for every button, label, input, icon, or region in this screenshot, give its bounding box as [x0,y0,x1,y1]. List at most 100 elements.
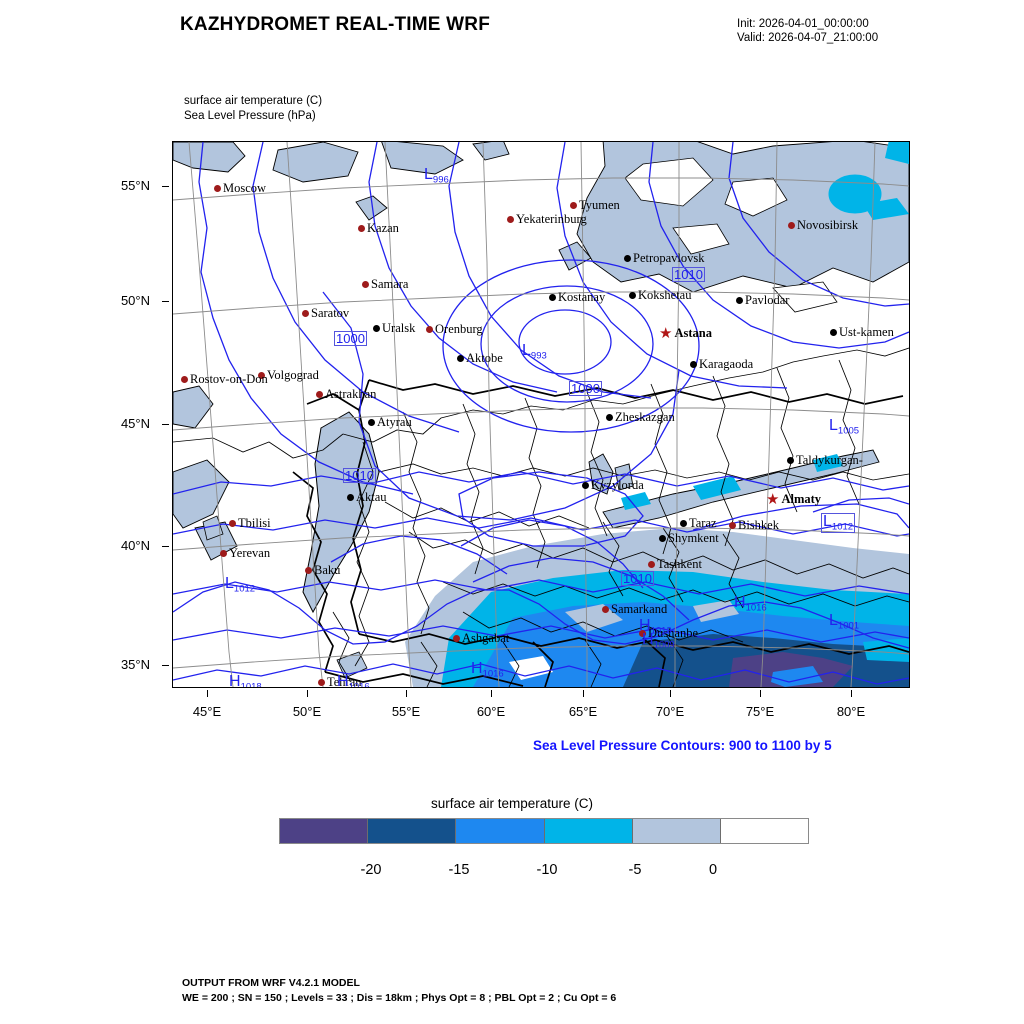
city-label: Tehran [327,675,362,688]
city-dot-icon [582,481,589,489]
city-label: Zheskazgan [615,410,675,424]
lon-tick-mark [406,690,408,697]
capital-marker: ★ Almaty [766,492,821,507]
pressure-contour-label: H1016 [337,673,370,688]
city-marker: Tashkent [648,558,702,571]
city-label: Novosibirsk [797,218,859,232]
city-dot-icon [220,549,227,557]
city-marker: Astrakhan [316,388,376,401]
lon-axis-label: 65°E [568,704,598,719]
city-dot-icon [680,519,687,527]
city-label: Samarkand [611,602,668,616]
city-label: Uralsk [382,321,416,335]
pressure-contour-label: 1010 [621,571,654,586]
pressure-contours [173,142,909,685]
city-marker: Samarkand [602,603,667,616]
city-label: Samara [371,277,409,291]
city-label: Rostov-on-Don [190,372,268,386]
city-dot-icon [787,456,794,464]
city-marker: Taldykurgan- [787,454,863,467]
city-label: Volgograd [267,368,319,382]
city-marker: Kyzylorda [582,479,644,492]
lon-axis-label: 60°E [476,704,506,719]
city-marker: Taraz [680,517,717,530]
weather-map[interactable]: Moscow Kazan Samara Saratov Yekaterinburg Tyu… [172,141,910,688]
colorbar-segment-1[interactable] [367,819,456,843]
colorbar[interactable] [279,818,809,844]
city-label: Orenburg [435,322,483,336]
lon-axis-label: 75°E [745,704,775,719]
city-dot-icon [602,605,609,613]
lat-tick-mark [162,301,169,303]
city-marker: Tyumen [570,199,620,212]
city-dot-icon [729,521,736,529]
city-label: Pavlodar [745,293,790,307]
colorbar-segment-3[interactable] [543,819,632,843]
city-label: Tbilisi [238,516,271,530]
slp-contour-caption: Sea Level Pressure Contours: 900 to 1100… [533,738,832,753]
city-marker: Ust-kamen [830,326,894,339]
city-marker: Tbilisi [229,517,271,530]
init-time-label: Init: 2026-04-01_00:00:00 [737,18,869,30]
city-dot-icon [318,678,325,686]
colorbar-title: surface air temperature (C) [430,796,594,811]
pressure-contour-label: L1012 [225,575,256,595]
pressure-contour-label: H1013 [639,617,672,637]
city-marker: Dushanbe [639,627,698,640]
city-marker: Moscow [214,182,266,195]
colorbar-tick-label: 0 [708,862,718,878]
lon-axis-label: 70°E [655,704,685,719]
city-marker: Novosibirsk [788,219,858,232]
city-marker: Orenburg [426,323,483,336]
pressure-contour-label: L996 [424,166,449,186]
city-marker: Saratov [302,307,349,320]
city-marker: Shymkent [659,532,719,545]
city-label: Kazan [367,221,399,235]
city-dot-icon [549,293,556,301]
city-label: Taldykurgan- [796,453,863,467]
city-label: Karagaoda [699,357,754,371]
city-dot-icon [457,354,464,362]
city-label: Kostanay [558,290,606,304]
colorbar-segment-5[interactable] [719,819,809,843]
footer-config-line: WE = 200 ; SN = 150 ; Levels = 33 ; Dis … [182,992,617,1004]
colorbar-tick-label: -15 [448,862,470,878]
city-label: Petropavlovsk [633,251,705,265]
city-label: Moscow [223,181,267,195]
page-title: KAZHYDROMET REAL-TIME WRF [180,14,491,35]
city-label: Yerevan [229,546,271,560]
city-marker: Yekaterinburg [507,213,587,226]
city-marker: Volgograd [258,369,319,382]
colorbar-segment-2[interactable] [455,819,544,843]
city-dot-icon [373,324,380,332]
pressure-contour-label: L993 [522,342,547,362]
lon-axis-label: 80°E [836,704,866,719]
city-label: Taraz [689,516,717,530]
city-dot-icon [229,519,236,527]
city-marker: Karagaoda [690,358,753,371]
pressure-contour-label: H1016 [734,594,767,614]
city-label: Baku [314,563,341,577]
city-marker: Yerevan [220,547,270,560]
city-dot-icon [368,418,375,426]
city-label: Aktobe [466,351,503,365]
city-marker: Rostov-on-Don [181,373,268,386]
colorbar-segment-0[interactable] [280,819,368,843]
city-dot-icon [358,224,365,232]
city-dot-icon [736,296,743,304]
city-marker: Atyrau [368,416,412,429]
capital-marker: ★ Astana [659,326,712,341]
city-label: Tyumen [579,198,620,212]
lon-axis-label: 55°E [391,704,421,719]
capital-label: Astana [674,326,712,341]
lat-tick-mark [162,424,169,426]
capital-star-icon: ★ [766,491,780,508]
lat-axis-label: 40°N [120,538,150,553]
lon-axis-label: 45°E [192,704,222,719]
city-dot-icon [659,534,666,542]
city-marker: Ashgabat [453,632,509,645]
city-dot-icon [570,201,577,209]
city-label: Dushanbe [648,626,698,640]
lat-tick-mark [162,665,169,667]
colorbar-segment-4[interactable] [631,819,720,843]
